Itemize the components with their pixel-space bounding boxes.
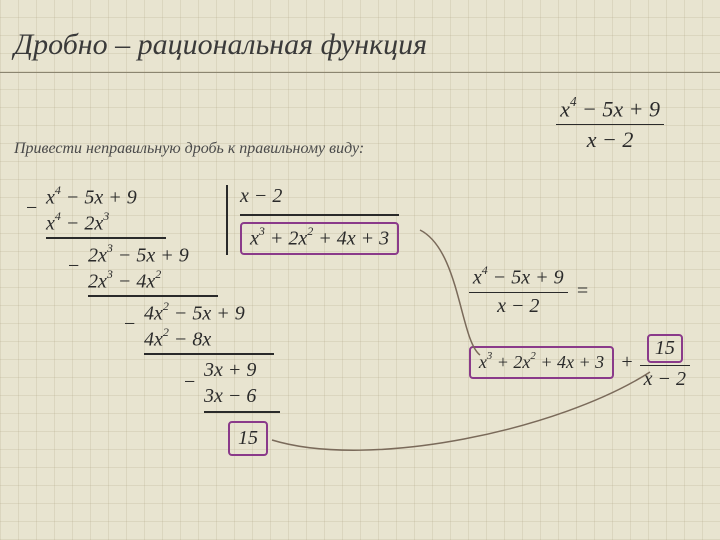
result-lhs-den: x − 2 (469, 293, 568, 318)
minus-mark: − (124, 313, 135, 336)
minus-mark: − (68, 255, 79, 278)
dividend: x4 − 5x + 9 (46, 185, 137, 210)
step3-rem: 4x2 − 5x + 9 (144, 301, 245, 326)
final-remainder: 15 (228, 421, 268, 456)
result-rem-den: x − 2 (640, 366, 690, 391)
remainder-box: 15 (228, 421, 268, 456)
step2-sub: 2x3 − 4x2 (88, 269, 161, 294)
step3-sub: 4x2 − 8x (144, 327, 211, 352)
minus-mark: − (26, 197, 37, 220)
step4-sub: 3x − 6 (204, 385, 256, 408)
divisor-box: x − 2 x3 + 2x2 + 4x + 3 (226, 185, 399, 255)
result-poly-box: x3 + 2x2 + 4x + 3 (469, 346, 614, 379)
step2-rem: 2x3 − 5x + 9 (88, 243, 189, 268)
title-underline (0, 72, 720, 73)
result-rem-num: 15 (647, 334, 683, 363)
subtitle: Привести неправильную дробь к правильном… (14, 140, 364, 158)
step1-line (46, 237, 166, 239)
main-fraction: x4 − 5x + 9 x − 2 (556, 96, 664, 153)
divisor: x − 2 (240, 185, 399, 212)
step3-line (144, 353, 274, 355)
long-division: x4 − 5x + 9 x − 2 x3 + 2x2 + 4x + 3 − x4… (46, 185, 137, 210)
quotient-box: x3 + 2x2 + 4x + 3 (240, 222, 399, 255)
result-equation: x4 − 5x + 9 x − 2 = x3 + 2x2 + 4x + 3 + … (469, 265, 690, 391)
main-frac-den: x − 2 (556, 125, 664, 153)
step4-rem: 3x + 9 (204, 359, 256, 382)
result-lhs-num: x4 − 5x + 9 (469, 265, 568, 293)
minus-mark: − (184, 371, 195, 394)
page-title: Дробно – рациональная функция (14, 28, 427, 70)
step4-line (204, 411, 280, 413)
main-frac-num: x4 − 5x + 9 (556, 96, 664, 125)
step2-line (88, 295, 218, 297)
step1-sub: x4 − 2x3 (46, 211, 109, 236)
